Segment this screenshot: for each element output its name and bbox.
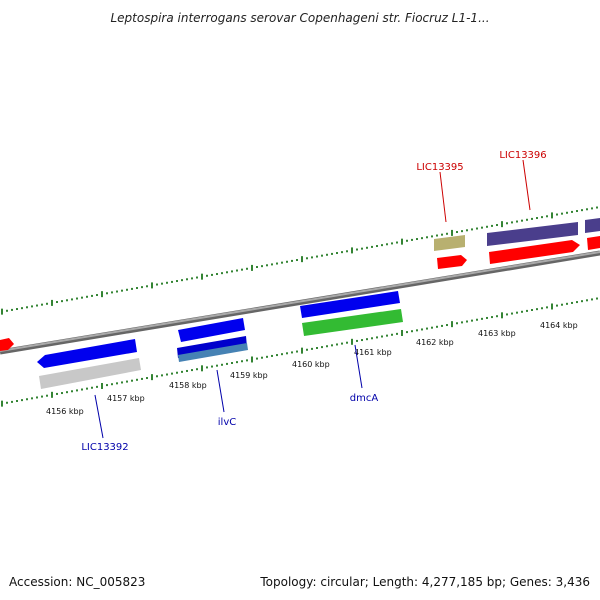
callout-line-ilvc [216, 369, 225, 413]
gene-label-lic13395[interactable]: LIC13395 [416, 162, 463, 173]
kbp-tick-label: 4159 kbp [230, 371, 268, 380]
callout-line-lic13392 [94, 394, 104, 439]
gene-label-lic13396[interactable]: LIC13396 [499, 150, 546, 161]
feature-lic13392-blue[interactable] [37, 339, 137, 368]
feature-lic13396-purple[interactable] [487, 222, 578, 246]
feature-dmca-blue[interactable] [300, 291, 400, 318]
feature-lic13396-red[interactable] [489, 240, 580, 264]
kbp-tick-label: 4162 kbp [416, 338, 454, 347]
feature-edge-red[interactable] [587, 236, 600, 250]
kbp-tick-label: 4163 kbp [478, 329, 516, 338]
kbp-tick-label: 4164 kbp [540, 321, 578, 330]
kbp-tick-label: 4160 kbp [292, 360, 330, 369]
feature-lic13395-red[interactable] [437, 255, 467, 269]
kbp-tick-labels: 4156 kbp 4157 kbp 4158 kbp 4159 kbp 4160 kbp… [46, 321, 578, 416]
outer-ruler [1, 206, 598, 315]
kbp-tick-label: 4158 kbp [169, 381, 207, 390]
kbp-tick-label: 4157 kbp [107, 394, 145, 403]
gene-callouts: LIC13395 LIC13396 LIC13392 ilvC dmcA [81, 150, 546, 453]
callout-line-dmca [354, 344, 363, 389]
feature-edge-purple[interactable] [585, 218, 600, 233]
feature-ilvc-blue[interactable] [178, 318, 245, 342]
genome-summary-text: Topology: circular; Length: 4,277,185 bp… [259, 575, 590, 589]
gene-label-ilvc[interactable]: ilvC [218, 417, 236, 428]
genome-title: Leptospira interrogans serovar Copenhage… [110, 11, 489, 25]
feature-ilvc-steel[interactable] [178, 343, 248, 362]
feature-lic13392-gray[interactable] [39, 358, 141, 389]
gene-label-dmca[interactable]: dmcA [350, 393, 379, 404]
kbp-tick-label: 4156 kbp [46, 407, 84, 416]
inner-ruler [1, 297, 598, 407]
gene-label-lic13392[interactable]: LIC13392 [81, 442, 128, 453]
feature-left-edge-red[interactable] [0, 338, 14, 351]
forward-features [0, 218, 600, 389]
kbp-tick-label: 4161 kbp [354, 348, 392, 357]
genome-backbone [0, 250, 600, 355]
callout-line-lic13395 [439, 171, 447, 223]
feature-lic13395-olive[interactable] [434, 235, 465, 251]
callout-line-lic13396 [522, 159, 531, 211]
accession-text: Accession: NC_005823 [9, 575, 145, 589]
feature-dmca-green[interactable] [302, 309, 403, 336]
